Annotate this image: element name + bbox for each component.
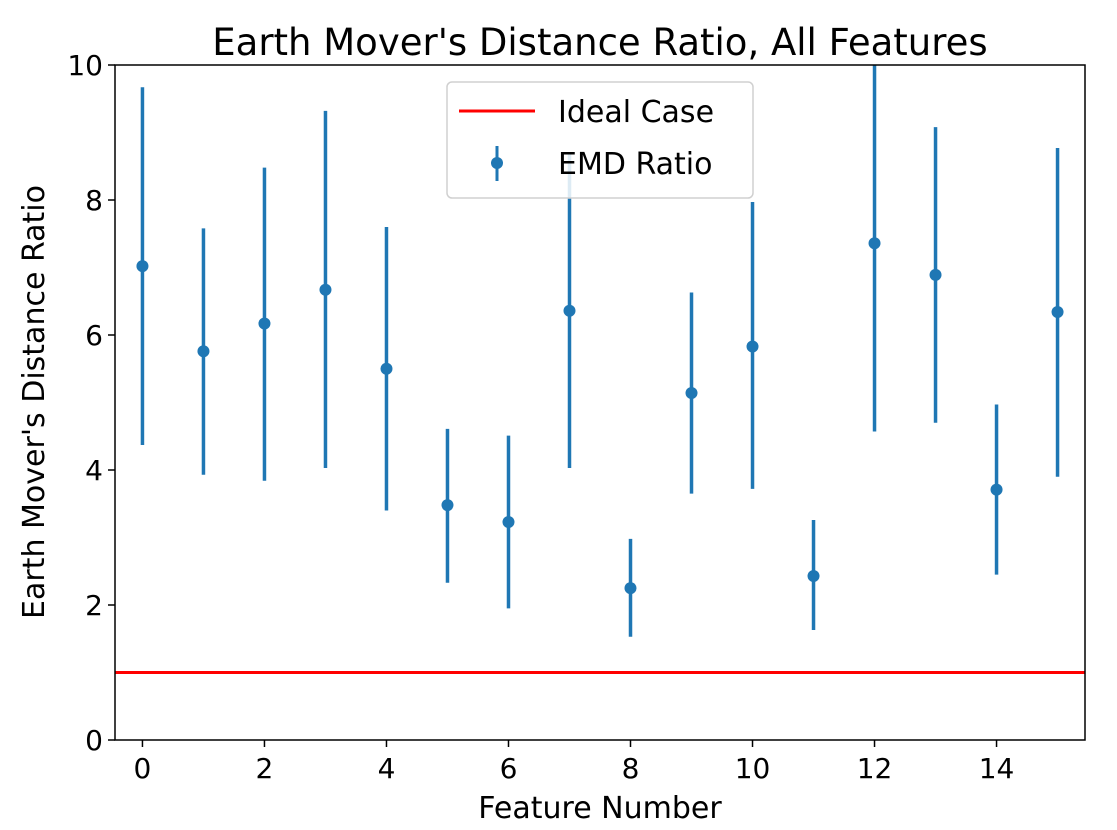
x-tick-label: 8 [622, 752, 640, 785]
y-tick-label: 8 [85, 184, 103, 217]
axes: 0 2 4 6 8 10 12 14 0 2 4 6 8 10 [67, 49, 1086, 785]
y-tick-label: 10 [67, 49, 103, 82]
y-tick-label: 2 [85, 589, 103, 622]
data-point-feature-0 [136, 260, 149, 273]
data-point-feature-11 [807, 569, 820, 582]
data-point-feature-9 [685, 387, 698, 400]
plot-area [115, 65, 1085, 674]
data-point-feature-12 [868, 237, 881, 250]
y-tick-label: 4 [85, 454, 103, 487]
data-point-feature-15 [1051, 306, 1064, 319]
data-point-feature-1 [197, 345, 210, 358]
y-tick-label: 6 [85, 319, 103, 352]
x-tick-label: 10 [735, 752, 771, 785]
data-point-feature-3 [319, 283, 332, 296]
data-point-feature-4 [380, 362, 393, 375]
y-axis-label: Earth Mover's Distance Ratio [17, 185, 52, 619]
legend-emd-ratio-marker [491, 157, 503, 169]
plot-frame [114, 64, 1086, 741]
x-tick-label: 12 [857, 752, 893, 785]
data-point-feature-2 [258, 317, 271, 330]
legend: Ideal Case EMD Ratio [446, 81, 754, 199]
data-point-feature-13 [929, 268, 942, 281]
x-tick-label: 4 [378, 752, 396, 785]
chart-title: Earth Mover's Distance Ratio, All Featur… [212, 21, 987, 64]
legend-emd-ratio-label: EMD Ratio [558, 147, 713, 182]
x-axis-label: Feature Number [478, 791, 722, 826]
legend-ideal-case-label: Ideal Case [558, 95, 714, 130]
x-tick-label: 2 [256, 752, 274, 785]
x-tick-label: 0 [134, 752, 152, 785]
data-point-feature-8 [624, 582, 637, 595]
data-point-feature-7 [563, 304, 576, 317]
x-tick-label: 14 [979, 752, 1015, 785]
y-tick-label: 0 [85, 724, 103, 757]
data-point-feature-5 [441, 499, 454, 512]
data-point-feature-10 [746, 340, 759, 353]
data-point-feature-14 [990, 483, 1003, 496]
x-tick-label: 6 [500, 752, 518, 785]
data-point-feature-6 [502, 515, 515, 528]
